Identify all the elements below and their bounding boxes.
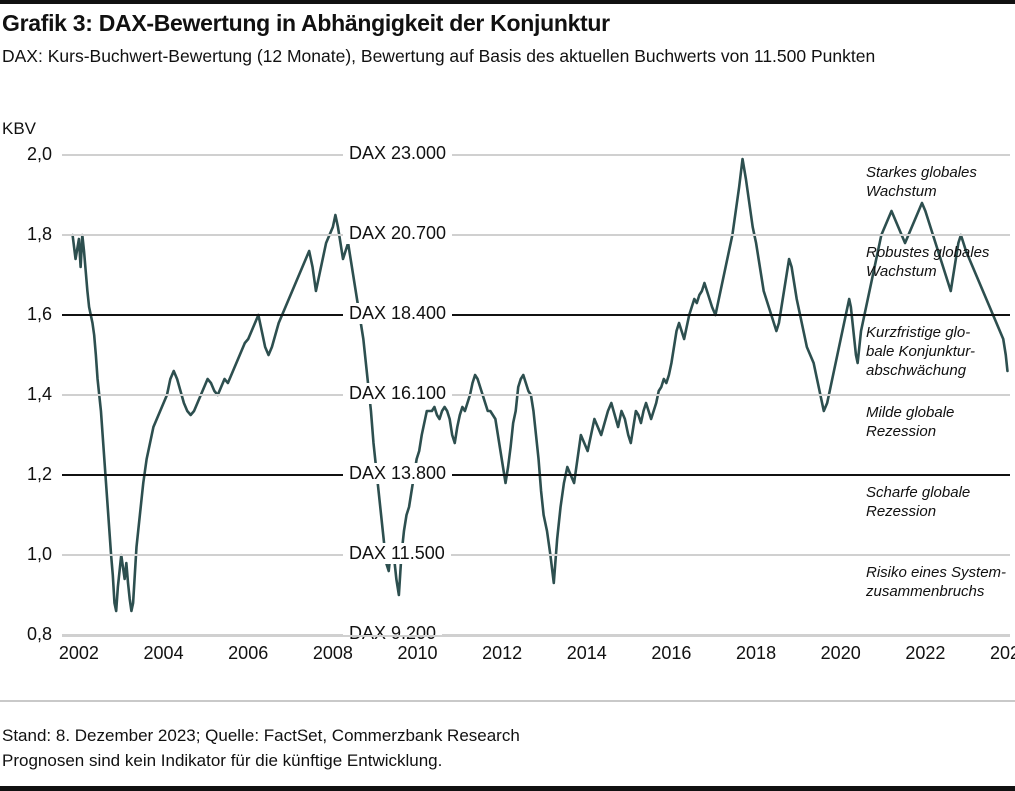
x-axis-tick-label: 2002 [58,643,99,663]
x-axis-tick-label: 2006 [228,643,269,663]
x-axis-tick-label: 2020 [820,643,861,663]
x-axis-tick-label: 2018 [736,643,777,663]
footnote-disclaimer: Prognosen sind kein Indikator für die kü… [2,751,443,770]
x-axis-tick-label: 2008 [312,643,353,663]
x-axis-tick-label: 2012 [482,643,523,663]
band-annotation: Scharfe globale Rezession [866,484,971,520]
chart-plot-area: 2,0 DAX 23.000 1,8 DAX 20.700 1,6 DAX 18.400 1… [26,143,1015,663]
y-axis-tick-label: 1,2 [26,464,52,484]
x-axis-tick-label: 2004 [143,643,184,663]
x-axis-tick-label: 2014 [566,643,607,663]
gridline [62,154,1010,156]
x-axis-tick-label: 2022 [905,643,946,663]
x-axis-tick-label: 2016 [651,643,692,663]
series-path [71,157,1009,613]
y-axis-unit-label: KBV [2,119,37,138]
gridline [62,394,1010,396]
band-annotation: Milde globale Rezession [866,404,955,440]
y-axis-tick-label: 1,6 [26,304,52,324]
y-axis-tick-label: 1,8 [26,224,52,244]
dax-level-label: DAX 23.000 [343,143,453,164]
reference-line [62,313,1010,317]
reference-line [62,473,1010,477]
footnote: Stand: 8. Dezember 2023; Quelle: FactSet… [2,723,1002,773]
dax-level-label: DAX 16.100 [343,383,453,404]
bottom-rule [0,786,1015,791]
band-annotation: Kurzfristige glo-bale Konjunktur-abschwä… [866,324,975,379]
band-annotation: Starkes globales Wachstum [866,164,977,200]
x-axis-line [62,635,1010,637]
dax-level-label: DAX 11.500 [343,543,451,564]
footer-rule [0,700,1015,702]
footnote-source: Stand: 8. Dezember 2023; Quelle: FactSet… [2,726,520,745]
gridline [62,234,1010,236]
y-axis-tick-label: 1,4 [26,384,52,404]
y-axis-tick-label: 1,0 [26,544,52,564]
dax-level-label: DAX 18.400 [343,303,453,324]
page-subtitle: DAX: Kurs-Buchwert-Bewertung (12 Monate)… [2,46,876,66]
series-line-dax-kbv [71,157,1009,613]
x-axis-tick-label: 2010 [397,643,438,663]
dax-level-label: DAX 9.200 [343,623,443,644]
gridline [62,554,1010,556]
y-axis-tick-label: 2,0 [26,144,52,164]
page-title: Grafik 3: DAX-Bewertung in Abhängigkeit … [2,10,610,36]
x-axis-tick-label: 2024 [989,643,1015,663]
dax-level-label: DAX 20.700 [343,223,453,244]
band-annotation: Risiko eines System-zusammenbruchs [866,564,1007,600]
y-axis-tick-label: 0,8 [26,624,52,644]
dax-level-label: DAX 13.800 [343,463,453,484]
top-rule [0,0,1015,4]
band-annotation: Robustes globales Wachstum [866,244,990,280]
